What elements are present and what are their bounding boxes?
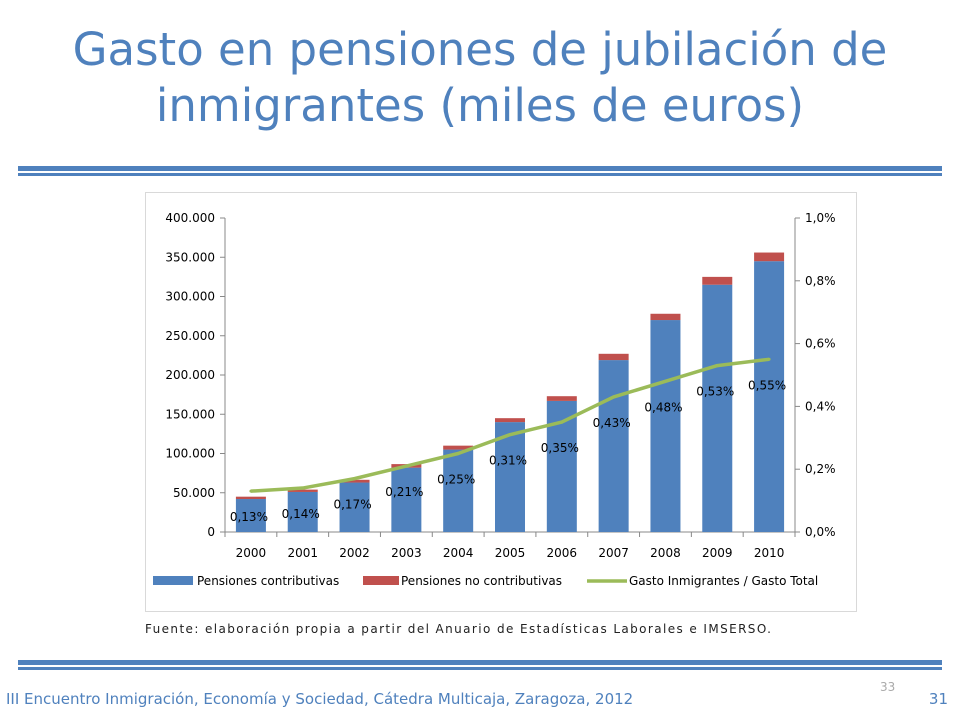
line-point [663,379,667,383]
line-point [404,464,408,468]
line-point [612,395,616,399]
data-label: 0,17% [333,498,371,512]
line-point [249,489,253,493]
top-divider [18,166,942,176]
bar-no-contributivas [495,418,525,423]
bar-contributivas [650,320,681,532]
line-point [715,364,719,368]
data-label: 0,53% [696,385,734,399]
bar-no-contributivas [650,313,681,321]
data-label: 0,43% [593,416,631,430]
y-left-tick-label: 100.000 [165,447,215,461]
data-label: 0,31% [489,454,527,468]
legend-swatch-contributivas [153,576,193,585]
y-right-tick-label: 0,4% [805,399,836,413]
y-left-tick-label: 50.000 [173,486,215,500]
line-point [301,486,305,490]
chart-frame [145,192,857,612]
bar-contributivas [754,261,785,532]
data-label: 0,35% [541,441,579,455]
bar-contributivas [287,491,318,532]
line-point [456,452,460,455]
y-left-tick-label: 0 [207,525,215,539]
data-label: 0,21% [385,485,423,499]
data-label: 0,48% [644,400,682,414]
bar-contributivas [235,499,266,532]
y-right-tick-label: 0,0% [805,525,836,539]
y-left-tick-label: 250.000 [165,329,215,343]
x-tick-label: 2008 [650,546,681,560]
bar-contributivas [339,482,370,532]
y-left-tick-label: 400.000 [165,211,215,225]
chart: 0 50.000 100.000 150.000 200.000 250.000 300.0… [153,211,836,588]
bar-no-contributivas [546,396,577,401]
slide-number-center: 33 [880,680,896,694]
bar-no-contributivas [754,252,785,262]
source-note: Fuente: elaboración propia a partir del … [145,622,773,636]
y-right-tick-label: 0,8% [805,274,836,288]
bar-contributivas [702,284,733,532]
bar-no-contributivas [287,489,318,492]
data-label: 0,13% [230,510,268,524]
footer-text: III Encuentro Inmigración, Economía y So… [6,690,634,708]
bottom-divider [18,660,942,670]
x-tick-label: 2007 [598,546,629,560]
bar-contributivas [391,467,422,532]
legend-label-no-contributivas: Pensiones no contributivas [401,574,562,588]
legend-label-contributivas: Pensiones contributivas [197,574,339,588]
x-tick-label: 2009 [702,546,733,560]
footer-page-number: 31 [928,690,948,708]
x-tick-label: 2010 [754,546,785,560]
y-right-tick-label: 0,6% [805,337,836,351]
bar-contributivas [495,422,525,532]
bar-no-contributivas [235,496,266,500]
y-right-tick-label: 0,2% [805,462,836,476]
data-label: 0,25% [437,473,475,487]
line-point [508,433,512,437]
x-tick-label: 2005 [495,546,526,560]
line-point [767,357,771,361]
title-line-1: Gasto en pensiones de jubilación de [72,23,888,76]
bar-no-contributivas [702,276,733,285]
y-left-tick-label: 350.000 [165,250,215,264]
bar-contributivas [598,360,629,532]
data-label: 0,14% [282,507,320,521]
bar-no-contributivas [598,353,629,361]
x-tick-label: 2000 [236,546,267,560]
legend-label-ratio: Gasto Inmigrantes / Gasto Total [629,574,818,588]
x-tick-label: 2004 [443,546,474,560]
legend-swatch-no-contributivas [363,576,399,585]
line-point [560,420,564,424]
x-tick-label: 2003 [391,546,422,560]
bar-no-contributivas [443,445,474,450]
bar-contributivas [443,449,474,532]
y-left-tick-label: 200.000 [165,368,215,382]
y-left-tick-label: 300.000 [165,290,215,304]
data-label: 0,55% [748,378,786,392]
y-left-tick-label: 150.000 [165,407,215,421]
x-tick-label: 2006 [547,546,578,560]
title-line-2: inmigrantes (miles de euros) [155,79,805,132]
x-tick-label: 2002 [339,546,370,560]
line-point [353,477,357,481]
y-right-tick-label: 1,0% [805,211,836,225]
slide-title: Gasto en pensiones de jubilación de inmi… [20,22,940,134]
x-tick-label: 2001 [287,546,318,560]
bar-no-contributivas [339,479,370,483]
